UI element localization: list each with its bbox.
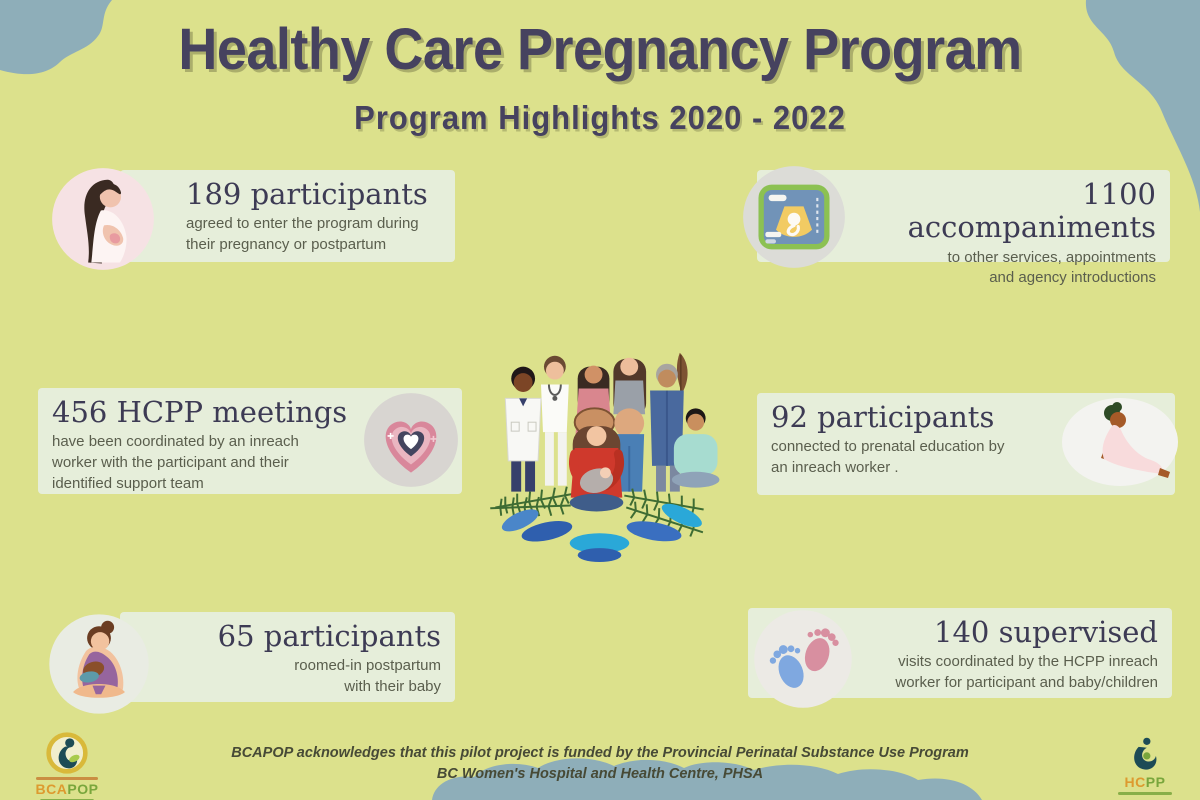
seated-supporter-figure [671, 408, 720, 488]
page-subtitle: Program Highlights 2020 - 2022 [354, 99, 846, 137]
hcpp-wordmark-right: PP [1145, 774, 1166, 790]
stat-card-65-participants: 65 participants roomed-in postpartum wit… [120, 612, 455, 702]
bcapop-logo-tagline-top [36, 777, 98, 780]
stat-number: 456 HCPP meetings [52, 395, 348, 429]
stat-description: visits coordinated by the HCPP inreach w… [895, 653, 1158, 692]
stat-description: have been coordinated by an inreach work… [52, 433, 299, 492]
layered-heart-icon [360, 389, 462, 491]
stat-description: roomed-in postpartum with their baby [294, 657, 441, 696]
stat-number: 140 supervised [934, 615, 1158, 649]
breastfeeding-mother-icon [45, 610, 153, 718]
family-support-illustration [472, 327, 727, 565]
hcpp-logo-wordmark: HCPP [1110, 774, 1180, 790]
footer-acknowledgement-line1: BCAPOP acknowledges that this pilot proj… [231, 744, 969, 761]
mother-and-baby-figure [569, 426, 625, 512]
stat-description: connected to prenatal education by an in… [771, 438, 1005, 477]
doctor-figure [504, 366, 542, 492]
stat-number: 92 participants [771, 400, 995, 434]
bcapop-logo-wordmark: BCAPOP [28, 781, 106, 797]
bcapop-logo-icon [46, 732, 88, 774]
page-title: Healthy Care Pregnancy Program [178, 17, 1022, 82]
bcapop-logo: BCAPOP [28, 731, 106, 800]
hcpp-logo-icon [1134, 737, 1157, 770]
hcpp-wordmark-left: HC [1124, 774, 1146, 790]
prenatal-exercise-icon [1060, 396, 1180, 488]
stat-card-189-participants: 189 participants agreed to enter the pro… [120, 170, 455, 262]
pregnant-woman-figure [613, 357, 647, 492]
hcpp-logo-tagline [1118, 792, 1172, 796]
stat-number: 189 participants [186, 177, 428, 211]
stat-number: 65 participants [217, 619, 441, 653]
bcapop-wordmark-left: BCA [35, 781, 68, 797]
bcapop-wordmark-right: POP [67, 781, 99, 797]
footer-acknowledgement-line2: BC Women's Hospital and Health Centre, P… [436, 765, 764, 782]
stat-description: to other services, appointments and agen… [947, 248, 1156, 287]
ultrasound-scan-icon [741, 164, 847, 270]
hcpp-logo: HCPP [1110, 735, 1180, 797]
nurse-figure [540, 355, 569, 486]
pregnant-woman-icon [50, 166, 156, 272]
baby-footprints-icon [750, 606, 856, 712]
stat-number: 1100 accompaniments [907, 177, 1156, 245]
stat-description: agreed to enter the program during their… [186, 215, 419, 254]
